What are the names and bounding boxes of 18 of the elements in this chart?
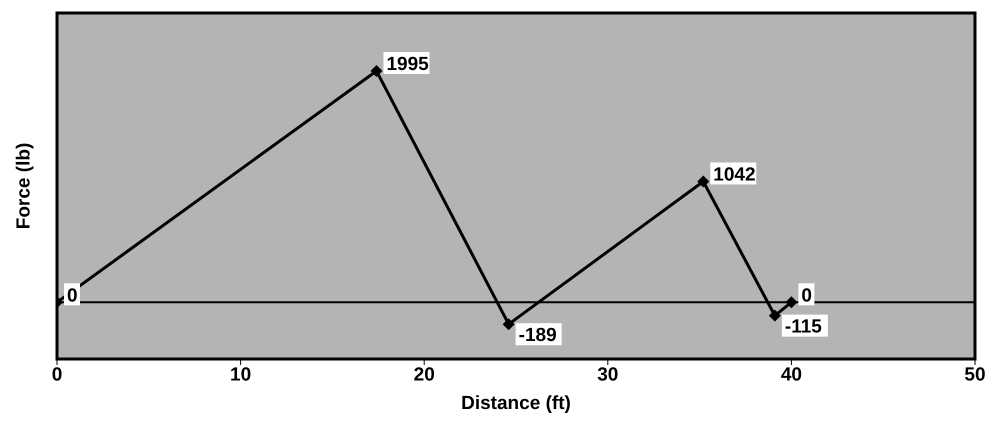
point <box>697 175 710 188</box>
x-tick-label: 20 <box>414 364 435 386</box>
x-tick-label: 0 <box>52 364 62 386</box>
data-label: 1995 <box>386 54 430 75</box>
data-label: 0 <box>801 285 812 306</box>
x-tick-label: 40 <box>780 364 802 386</box>
x-tick-label: 30 <box>597 364 618 386</box>
y-axis-title: Force (lb) <box>14 142 35 230</box>
point <box>768 310 781 322</box>
data-label: -189 <box>518 325 557 346</box>
data-label: 1042 <box>713 164 756 186</box>
data-label: -115 <box>784 316 822 338</box>
x-tick-label: 10 <box>230 364 252 386</box>
point <box>785 296 798 308</box>
data-label: 0 <box>67 285 78 306</box>
x-axis-title: Distance (ft) <box>461 393 571 414</box>
x-tick-label: 50 <box>964 364 986 386</box>
point <box>502 318 515 330</box>
